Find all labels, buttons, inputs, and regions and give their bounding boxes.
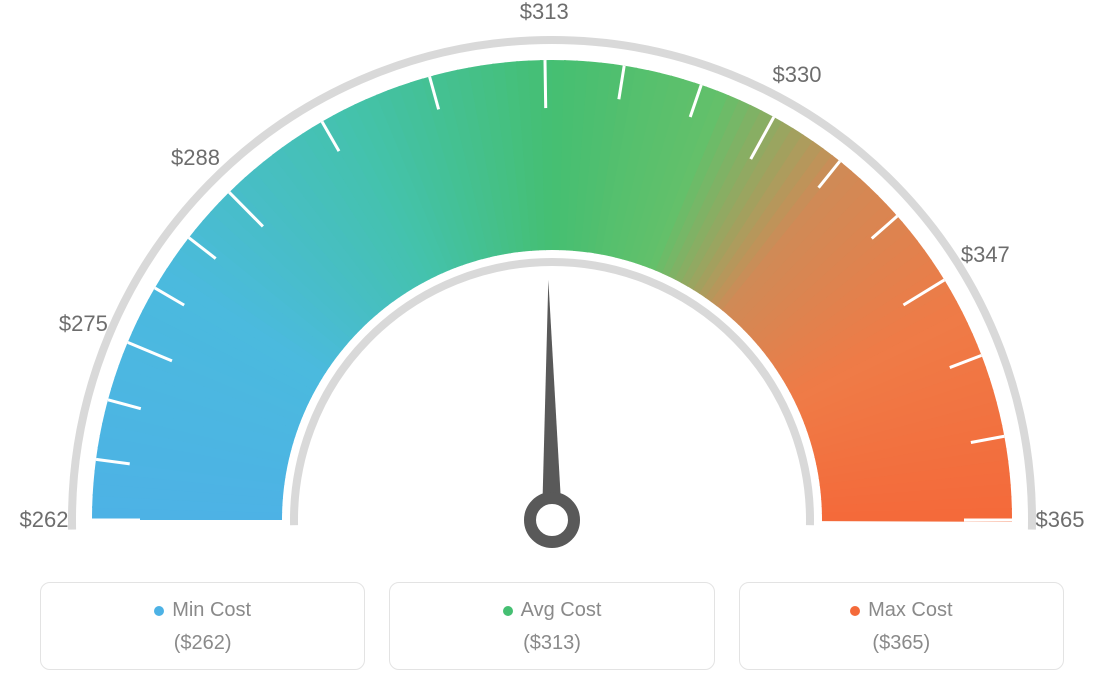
legend-card: Max Cost ($365) <box>739 582 1064 670</box>
legend-dot-icon <box>503 606 513 616</box>
gauge-tick-label: $347 <box>961 242 1010 268</box>
legend-value: ($365) <box>750 632 1053 655</box>
gauge-tick-label: $330 <box>773 62 822 88</box>
gauge-needle <box>542 280 562 520</box>
legend-label: Max Cost <box>868 599 952 622</box>
legend-card: Avg Cost ($313) <box>389 582 714 670</box>
gauge-tick-label: $365 <box>1036 507 1085 533</box>
legend-row: Min Cost ($262) Avg Cost ($313) Max Cost ($36… <box>40 582 1064 670</box>
legend-label: Min Cost <box>172 599 251 622</box>
chart-container: $262 $275 $288 $313 $330 $347 $365 Min Cost ($2… <box>0 0 1104 690</box>
legend-value: ($262) <box>51 632 354 655</box>
gauge-tick-label: $275 <box>59 311 108 337</box>
legend-dot-icon <box>154 606 164 616</box>
legend-card: Min Cost ($262) <box>40 582 365 670</box>
legend-dot-icon <box>850 606 860 616</box>
gauge-chart: $262 $275 $288 $313 $330 $347 $365 <box>0 0 1104 560</box>
gauge-needle-hub <box>530 498 574 542</box>
gauge-tick-label: $288 <box>171 145 220 171</box>
gauge-tick-label: $313 <box>520 0 569 25</box>
legend-label: Avg Cost <box>521 599 602 622</box>
gauge-tick-label: $262 <box>20 507 69 533</box>
legend-value: ($313) <box>400 632 703 655</box>
